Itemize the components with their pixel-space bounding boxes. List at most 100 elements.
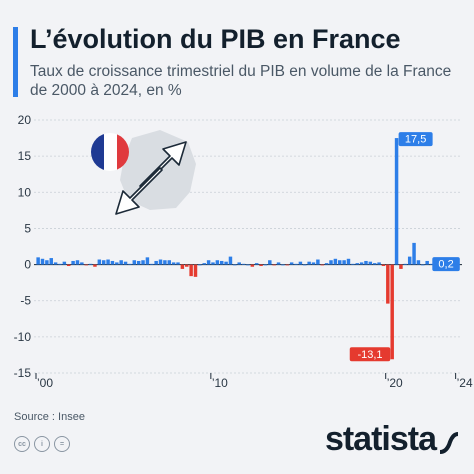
bar — [429, 263, 434, 265]
x-tick-label: ’20 — [387, 376, 403, 390]
data-label: 0,2 — [438, 259, 453, 271]
bar — [145, 257, 150, 265]
bar — [106, 259, 110, 265]
y-tick-label: 5 — [24, 221, 31, 235]
bar — [49, 258, 53, 265]
bar — [320, 264, 324, 266]
bar — [45, 260, 49, 265]
bar — [132, 260, 137, 265]
bar — [307, 261, 311, 265]
bar — [198, 264, 202, 266]
bar — [368, 261, 373, 265]
bar — [364, 260, 368, 265]
bar — [189, 264, 193, 277]
bar — [294, 263, 298, 265]
y-tick-label: 10 — [18, 185, 32, 199]
bar — [403, 263, 408, 265]
bar — [84, 264, 88, 266]
bar — [53, 262, 58, 265]
bar — [338, 260, 342, 265]
statista-logo[interactable]: statista — [324, 420, 437, 458]
bar — [246, 264, 250, 266]
bar — [399, 264, 403, 269]
bar — [421, 264, 425, 266]
bar — [58, 263, 62, 265]
bar — [241, 263, 246, 265]
chart-subtitle: Taux de croissance trimestriel du PIB en… — [30, 63, 452, 99]
bar — [311, 262, 316, 265]
bar — [272, 264, 276, 266]
bar — [412, 242, 416, 265]
bar — [407, 256, 412, 265]
bar — [316, 259, 320, 265]
y-tick-label: -15 — [14, 366, 32, 380]
x-tick-label: ’10 — [212, 376, 228, 390]
bar — [97, 259, 102, 265]
bar — [119, 260, 123, 265]
bars — [36, 138, 460, 360]
bar — [75, 260, 80, 265]
cc-icon[interactable]: cc — [14, 436, 30, 452]
bar — [40, 258, 45, 265]
data-label: -13,1 — [357, 349, 382, 361]
bar — [150, 263, 154, 265]
y-tick-label: 20 — [18, 113, 32, 127]
bar — [128, 263, 132, 265]
bar — [171, 262, 176, 265]
bar — [36, 257, 40, 265]
bar — [88, 263, 93, 265]
bar — [425, 260, 429, 265]
bar — [386, 264, 390, 304]
bar — [355, 263, 359, 265]
bar — [254, 263, 259, 265]
bar — [346, 258, 351, 265]
bar — [228, 256, 233, 265]
bar — [259, 264, 263, 267]
data-labels: -13,1 17,5 0,2 — [349, 132, 460, 362]
bar — [416, 260, 421, 265]
bar — [372, 263, 377, 265]
bar — [224, 261, 228, 265]
bar — [202, 263, 206, 265]
by-icon[interactable]: i — [34, 436, 50, 452]
bar — [351, 263, 355, 265]
bar — [71, 260, 75, 265]
bar — [324, 263, 329, 265]
bar — [333, 258, 338, 265]
bar — [342, 260, 346, 265]
data-label: 17,5 — [405, 134, 426, 146]
bar — [298, 261, 303, 265]
bar — [329, 260, 333, 265]
france-flag-icon — [91, 133, 129, 171]
bar — [93, 264, 97, 267]
bar — [359, 262, 364, 265]
bar — [381, 264, 386, 267]
illustration — [91, 130, 196, 215]
bar — [115, 262, 119, 265]
bar — [123, 261, 128, 265]
bar — [101, 260, 106, 265]
x-axis: ’00 ’10 ’20 ’24 — [35, 373, 473, 390]
bar — [110, 260, 115, 265]
statista-mark-icon — [439, 432, 459, 454]
bar — [211, 262, 215, 265]
bar — [163, 260, 167, 265]
bar — [285, 264, 290, 266]
bar — [237, 262, 241, 265]
license-icons: cc i = — [14, 436, 70, 452]
bar — [141, 260, 145, 265]
bar — [250, 264, 255, 267]
bar — [219, 260, 224, 265]
bar — [136, 260, 141, 265]
bar — [303, 264, 307, 266]
x-tick-label: ’00 — [37, 376, 53, 390]
nd-icon[interactable]: = — [54, 436, 70, 452]
bar — [215, 260, 220, 265]
y-axis: 20 15 10 5 0 -5 -10 -15 — [14, 113, 32, 380]
bar — [180, 264, 185, 269]
bar — [206, 260, 211, 265]
bar — [80, 262, 84, 265]
bar — [66, 264, 71, 267]
bar — [193, 264, 198, 277]
